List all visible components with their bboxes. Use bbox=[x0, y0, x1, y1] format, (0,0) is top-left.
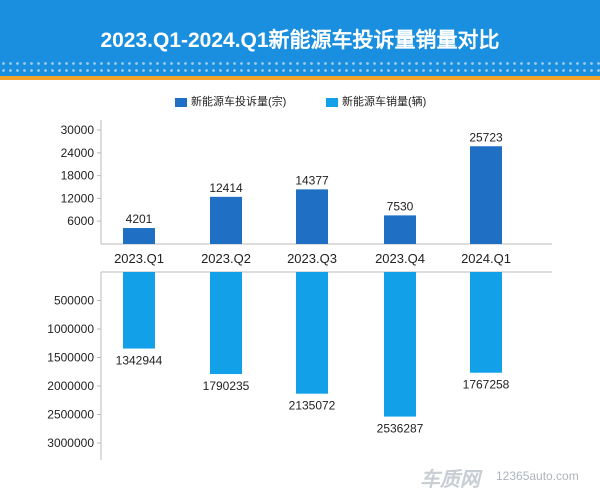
legend-item-sales: 新能源车销量(辆) bbox=[326, 93, 426, 109]
watermark-url: 12365auto.com bbox=[496, 469, 579, 483]
sales-bar bbox=[210, 272, 242, 375]
complaints-data-label: 12414 bbox=[209, 181, 243, 195]
complaints-data-label: 7530 bbox=[387, 199, 414, 213]
legend-swatch-sales bbox=[326, 97, 338, 107]
legend: 新能源车投诉量(宗) 新能源车销量(辆) bbox=[0, 93, 600, 109]
sales-data-label: 1767258 bbox=[463, 378, 510, 392]
upper-y-tick-label: 12000 bbox=[61, 191, 95, 205]
lower-y-tick-label: 1000000 bbox=[47, 322, 94, 336]
upper-y-tick-label: 6000 bbox=[67, 214, 94, 228]
complaints-data-label: 25723 bbox=[469, 130, 503, 144]
lower-y-tick-label: 3000000 bbox=[47, 436, 94, 450]
watermark-logo: 车质网 bbox=[420, 469, 480, 491]
lower-y-tick-label: 2000000 bbox=[47, 379, 94, 393]
chart-title: 2023.Q1-2024.Q1新能源车投诉量销量对比 bbox=[100, 29, 500, 52]
upper-y-tick-label: 18000 bbox=[61, 169, 95, 183]
complaints-bar bbox=[123, 228, 155, 244]
upper-y-tick-label: 24000 bbox=[61, 146, 95, 160]
header-dot-pattern bbox=[0, 60, 600, 78]
lower-y-tick-label: 2500000 bbox=[47, 408, 94, 422]
lower-y-tick-label: 1500000 bbox=[47, 351, 94, 365]
legend-swatch-complaints bbox=[175, 97, 187, 107]
complaints-bar bbox=[210, 196, 242, 244]
legend-label-complaints: 新能源车投诉量(宗) bbox=[191, 96, 287, 108]
complaints-bar bbox=[384, 215, 416, 244]
sales-bar bbox=[470, 272, 502, 373]
sales-data-label: 2135072 bbox=[289, 399, 336, 413]
sales-bar bbox=[384, 272, 416, 417]
complaints-bar bbox=[470, 146, 502, 244]
sales-bar bbox=[296, 272, 328, 394]
x-category-label: 2024.Q1 bbox=[461, 251, 511, 266]
complaints-data-label: 14377 bbox=[295, 173, 329, 187]
sales-bar bbox=[123, 272, 155, 349]
x-category-label: 2023.Q4 bbox=[375, 251, 425, 266]
complaints-data-label: 4201 bbox=[126, 212, 153, 226]
x-category-label: 2023.Q2 bbox=[201, 251, 251, 266]
complaints-bar bbox=[296, 189, 328, 244]
watermark: 车质网 12365auto.com bbox=[420, 462, 595, 491]
legend-item-complaints: 新能源车投诉量(宗) bbox=[175, 93, 286, 109]
header-banner: 2023.Q1-2024.Q1新能源车投诉量销量对比 bbox=[0, 0, 600, 80]
chart-plot: 6000 12000 18000 24000 30000 500000 1000000 150… bbox=[47, 120, 552, 460]
upper-y-tick-label: 30000 bbox=[61, 123, 95, 137]
sales-data-label: 2536287 bbox=[377, 422, 424, 436]
legend-label-sales: 新能源车销量(辆) bbox=[342, 96, 427, 108]
x-category-label: 2023.Q1 bbox=[114, 251, 164, 266]
x-category-label: 2023.Q3 bbox=[287, 251, 337, 266]
sales-data-label: 1790235 bbox=[203, 379, 250, 393]
sales-data-label: 1342944 bbox=[116, 354, 163, 368]
header-stripe bbox=[0, 76, 600, 80]
lower-y-tick-label: 500000 bbox=[54, 294, 94, 308]
